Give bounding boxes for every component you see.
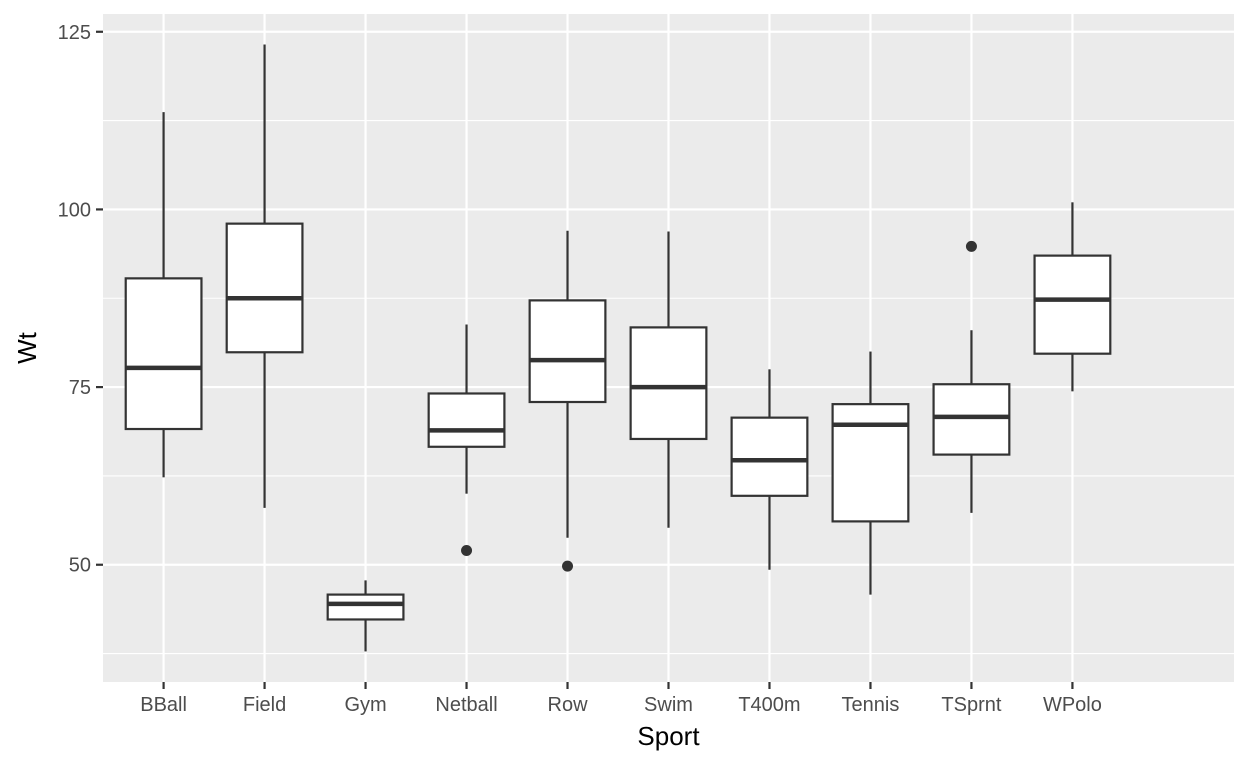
- box-iqr: [1033, 254, 1112, 355]
- x-tick-label: Gym: [344, 694, 386, 716]
- box-bball: [124, 112, 203, 478]
- box-t400m: [730, 369, 809, 570]
- box-iqr: [427, 392, 506, 448]
- x-tick-label: Row: [548, 694, 589, 716]
- box-iqr: [326, 593, 405, 621]
- box-iqr: [528, 299, 607, 404]
- x-tick-label: Tennis: [842, 694, 900, 716]
- box-iqr: [932, 383, 1011, 456]
- y-tick-label: 100: [58, 199, 91, 221]
- y-axis-title: Wt: [12, 331, 42, 364]
- box-netball: [427, 324, 506, 557]
- box-swim: [629, 231, 708, 528]
- box-iqr: [225, 222, 304, 354]
- outlier-point: [562, 560, 574, 572]
- x-tick-label: T400m: [738, 694, 800, 716]
- x-tick-label: WPolo: [1043, 694, 1102, 716]
- x-axis: BBall Field Gym Netball Row Swim T400m Tennis TS…: [140, 682, 1102, 716]
- box-wpolo: [1033, 202, 1112, 392]
- box-tennis: [831, 351, 910, 595]
- outlier-point: [965, 240, 977, 252]
- y-axis: 50 75 100 125: [58, 22, 103, 577]
- box-iqr: [124, 277, 203, 431]
- box-field: [225, 44, 304, 508]
- x-tick-label: Field: [243, 694, 286, 716]
- x-tick-label: Swim: [644, 694, 693, 716]
- box-iqr: [629, 326, 708, 441]
- box-iqr: [831, 403, 910, 523]
- box-gym: [326, 580, 405, 652]
- y-tick-label: 50: [69, 555, 91, 577]
- y-tick-label: 125: [58, 22, 91, 44]
- outlier-point: [461, 545, 473, 557]
- x-tick-label: TSprnt: [941, 694, 1001, 716]
- x-axis-title: Sport: [637, 721, 700, 751]
- box-tsprnt: [932, 240, 1011, 513]
- box-series: [124, 44, 1112, 652]
- y-tick-label: 75: [69, 377, 91, 399]
- box-row: [528, 230, 607, 572]
- x-tick-label: BBall: [140, 694, 187, 716]
- box-iqr: [730, 416, 809, 497]
- x-tick-label: Netball: [435, 694, 497, 716]
